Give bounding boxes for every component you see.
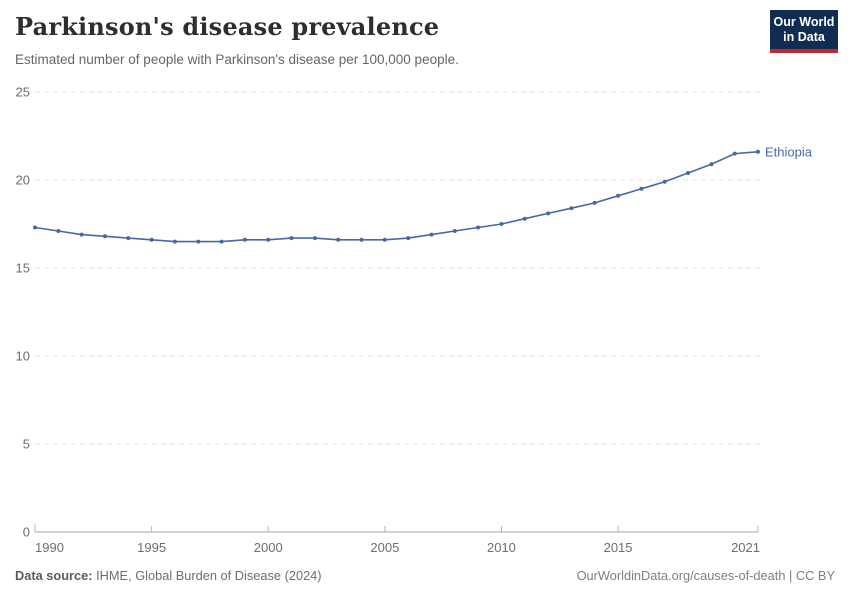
data-point[interactable] xyxy=(732,151,737,156)
data-point[interactable] xyxy=(686,171,690,175)
chart-subtitle: Estimated number of people with Parkinso… xyxy=(15,52,459,67)
x-axis-tick-label: 2000 xyxy=(254,540,283,555)
data-point[interactable] xyxy=(592,200,597,205)
data-point[interactable] xyxy=(289,236,294,241)
x-axis-tick-label: 2015 xyxy=(604,540,633,555)
data-source-text: IHME, Global Burden of Disease (2024) xyxy=(92,568,322,583)
data-point[interactable] xyxy=(709,162,714,167)
data-point[interactable] xyxy=(756,149,760,154)
owid-logo-line1: Our World xyxy=(773,15,835,29)
data-point[interactable] xyxy=(336,237,341,242)
data-source-label: Data source: xyxy=(15,568,93,583)
footer-link[interactable]: OurWorldinData.org/causes-of-death | CC … xyxy=(576,568,835,583)
data-point[interactable] xyxy=(406,236,411,241)
data-point[interactable] xyxy=(266,237,271,242)
data-point[interactable] xyxy=(219,239,224,244)
owid-logo-line2: in Data xyxy=(783,30,825,44)
y-axis-tick-label: 5 xyxy=(23,437,30,452)
entity-label-ethiopia[interactable]: Ethiopia xyxy=(765,144,813,159)
data-point[interactable] xyxy=(452,229,457,233)
y-axis-tick-label: 0 xyxy=(23,525,30,540)
data-point[interactable] xyxy=(149,237,154,242)
x-axis-tick-label: 2010 xyxy=(487,540,516,555)
data-point[interactable] xyxy=(429,232,434,237)
data-point[interactable] xyxy=(662,179,667,184)
data-point[interactable] xyxy=(103,234,107,239)
data-point[interactable] xyxy=(56,229,61,233)
data-point[interactable] xyxy=(616,193,621,198)
data-point[interactable] xyxy=(499,222,504,226)
data-point[interactable] xyxy=(33,225,37,230)
data-point[interactable] xyxy=(476,225,481,230)
data-point[interactable] xyxy=(126,236,131,241)
x-axis-tick-label: 1990 xyxy=(35,540,64,555)
data-point[interactable] xyxy=(522,216,527,221)
y-axis-tick-label: 10 xyxy=(16,349,30,364)
data-point[interactable] xyxy=(79,232,84,237)
data-point[interactable] xyxy=(172,239,177,244)
chart-footer: Data source: IHME, Global Burden of Dise… xyxy=(15,568,835,583)
data-point[interactable] xyxy=(569,206,574,211)
data-source: Data source: IHME, Global Burden of Dise… xyxy=(15,568,322,583)
line-chart[interactable]: 0 5 10 15 20 25 1990 1995 2000 2005 2010 2015 2021 Et… xyxy=(0,80,850,560)
owid-logo[interactable]: Our World in Data xyxy=(770,10,838,53)
data-point[interactable] xyxy=(359,237,364,242)
y-axis-tick-label: 25 xyxy=(16,85,30,100)
y-axis-tick-label: 20 xyxy=(16,173,30,188)
data-point[interactable] xyxy=(312,236,317,241)
x-axis-tick-label: 1995 xyxy=(137,540,166,555)
data-point[interactable] xyxy=(546,211,551,216)
x-axis-tick-label: 2005 xyxy=(370,540,399,555)
data-point[interactable] xyxy=(639,186,644,191)
data-point[interactable] xyxy=(196,239,201,244)
series-line-ethiopia[interactable] xyxy=(34,151,759,243)
chart-title: Parkinson's disease prevalence xyxy=(15,12,440,41)
x-axis-tick-label: 2021 xyxy=(731,540,760,555)
data-point[interactable] xyxy=(382,237,387,242)
y-axis-tick-label: 15 xyxy=(16,261,30,276)
data-point[interactable] xyxy=(242,237,247,242)
